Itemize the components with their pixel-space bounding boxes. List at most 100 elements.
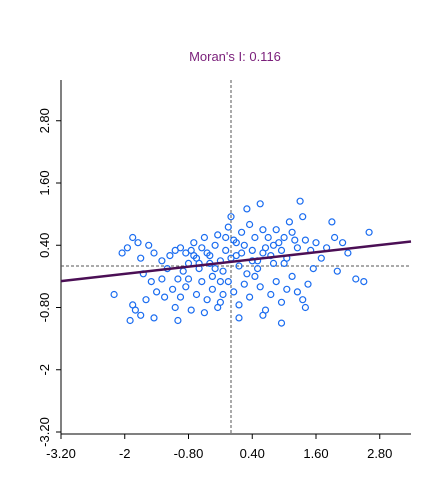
scatter-point xyxy=(216,298,224,306)
scatter-point xyxy=(317,254,325,262)
scatter-point xyxy=(222,246,230,254)
x-tick-label: -3.20 xyxy=(46,446,76,461)
scatter-point xyxy=(293,244,301,252)
y-tick-label: -0.80 xyxy=(37,293,52,323)
scatter-point xyxy=(269,241,278,249)
scatter-point xyxy=(158,257,166,265)
x-tick-label: -2 xyxy=(119,446,131,461)
scatter-point xyxy=(309,265,317,273)
scatter-point xyxy=(259,311,267,319)
scatter-point xyxy=(280,259,288,267)
scatter-point xyxy=(293,288,301,296)
scatter-point xyxy=(166,252,174,260)
regression-line-group xyxy=(60,240,412,283)
scatter-point xyxy=(153,288,161,296)
x-tick-label: 1.60 xyxy=(303,446,328,461)
scatter-point xyxy=(208,272,216,280)
scatter-point xyxy=(331,233,339,242)
scatter-point xyxy=(296,197,304,205)
scatter-point xyxy=(147,278,155,286)
scatter-point xyxy=(277,298,286,306)
x-tick-label: 0.40 xyxy=(240,446,265,461)
scatter-point xyxy=(267,290,275,299)
scatter-point xyxy=(222,233,230,242)
scatter-point xyxy=(288,272,296,280)
scatter-point xyxy=(251,233,259,242)
scatter-point xyxy=(219,267,227,275)
scatter-point xyxy=(235,314,243,322)
scatter-point xyxy=(352,275,360,283)
scatter-point xyxy=(240,280,248,288)
scatter-point xyxy=(174,316,182,325)
scatter-point xyxy=(304,280,312,288)
scatter-point xyxy=(243,270,251,278)
x-axis-ticks: -3.20 -2 -0.80 0.40 1.60 2.80 xyxy=(46,434,392,461)
scatter-point xyxy=(126,316,134,325)
scatter-point xyxy=(272,226,280,234)
scatter-point xyxy=(142,296,150,304)
scatter-point xyxy=(176,244,185,252)
chart-title: Moran's I: 0.116 xyxy=(189,49,281,64)
scatter-point xyxy=(129,233,137,242)
scatter-point xyxy=(198,244,206,252)
scatter-point xyxy=(277,246,286,254)
scatter-point xyxy=(174,275,182,283)
scatter-point xyxy=(365,228,373,236)
scatter-point xyxy=(277,319,286,327)
scatter-point xyxy=(187,306,195,314)
y-axis-ticks: -3.20 -2 -0.80 0.40 1.60 2.80 xyxy=(37,108,61,447)
scatter-point xyxy=(176,293,185,301)
scatter-point xyxy=(291,236,299,244)
scatter-point xyxy=(190,239,198,247)
scatter-point xyxy=(158,275,166,283)
scatter-point xyxy=(219,290,227,299)
scatter-point xyxy=(169,285,177,293)
scatter-point xyxy=(238,228,246,236)
scatter-point xyxy=(238,249,246,257)
scatter-point xyxy=(211,265,219,273)
scatter-point xyxy=(280,233,288,242)
scatter-point xyxy=(150,314,158,322)
scatter-point xyxy=(312,239,320,247)
scatter-point xyxy=(224,223,232,231)
y-tick-label: 1.60 xyxy=(37,170,52,195)
scatter-point xyxy=(179,267,187,275)
scatter-point xyxy=(182,283,190,291)
scatter-point xyxy=(328,218,336,226)
y-tick-label: 0.40 xyxy=(37,233,52,258)
scatter-point xyxy=(216,278,224,286)
scatter-point xyxy=(118,249,126,257)
scatter-point xyxy=(235,262,243,270)
scatter-point xyxy=(283,285,291,293)
scatter-point xyxy=(230,288,238,296)
scatter-point xyxy=(259,226,267,234)
scatter-point xyxy=(184,275,193,283)
y-tick-label: -3.20 xyxy=(37,417,52,447)
scatter-point xyxy=(243,205,251,213)
scatter-points xyxy=(110,197,373,327)
scatter-point xyxy=(137,254,145,262)
x-tick-label: -0.80 xyxy=(174,446,204,461)
scatter-point xyxy=(224,278,232,286)
scatter-point xyxy=(344,249,352,257)
scatter-point xyxy=(285,218,293,226)
scatter-point xyxy=(333,267,341,275)
scatter-point xyxy=(137,311,145,319)
scatter-point xyxy=(227,213,235,221)
scatter-point xyxy=(251,272,259,280)
scatter-point xyxy=(264,233,272,242)
scatter-point xyxy=(145,241,153,249)
scatter-point xyxy=(150,249,158,257)
scatter-point xyxy=(256,200,264,208)
scatter-point xyxy=(299,296,307,304)
scatter-point xyxy=(198,278,206,286)
scatter-point xyxy=(299,213,307,221)
scatter-point xyxy=(214,231,222,239)
scatter-point xyxy=(200,233,208,242)
scatter-point xyxy=(171,303,179,312)
scatter-point xyxy=(248,246,256,254)
scatter-point xyxy=(246,293,254,301)
scatter-point xyxy=(269,259,278,267)
scatter-point xyxy=(123,244,132,252)
